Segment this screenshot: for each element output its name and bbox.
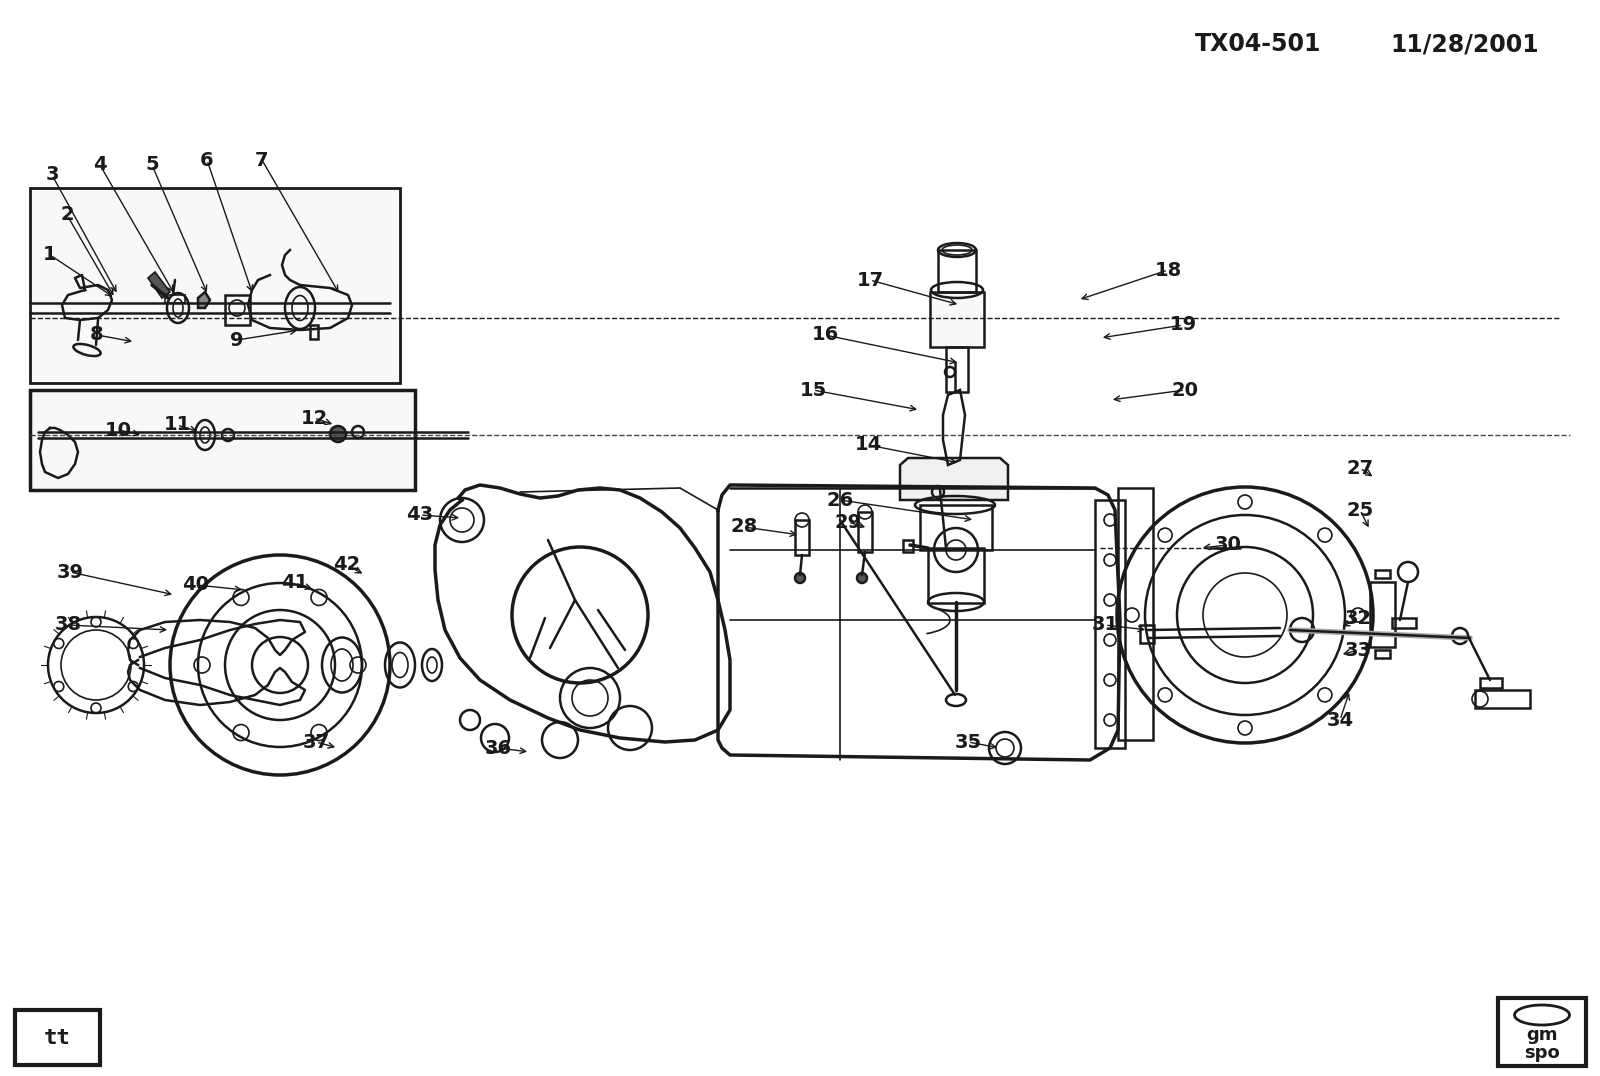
Text: 2: 2 (61, 206, 74, 225)
Text: 11: 11 (163, 415, 190, 435)
Bar (1392, 618, 1416, 628)
Bar (30, 188, 400, 383)
Text: 26: 26 (826, 491, 854, 510)
Bar (920, 505, 992, 550)
Text: 43: 43 (406, 506, 434, 524)
Bar (1498, 999, 1586, 1066)
Bar (1374, 570, 1390, 578)
Bar (30, 390, 414, 490)
Bar (1118, 489, 1154, 740)
Bar (165, 295, 186, 303)
Text: 3: 3 (45, 166, 59, 184)
Text: spo: spo (1525, 1044, 1560, 1062)
Text: 6: 6 (200, 151, 214, 170)
Text: 11/28/2001: 11/28/2001 (1390, 32, 1539, 56)
Text: 1: 1 (43, 245, 58, 265)
Bar (858, 512, 872, 552)
Text: 27: 27 (1347, 458, 1373, 478)
Circle shape (330, 426, 346, 442)
Text: 42: 42 (333, 555, 360, 575)
Text: 12: 12 (301, 409, 328, 427)
Text: TX04-501: TX04-501 (1195, 32, 1322, 56)
Circle shape (795, 574, 805, 583)
Text: 20: 20 (1171, 381, 1198, 399)
Text: 33: 33 (1344, 640, 1371, 660)
Text: 15: 15 (800, 381, 827, 399)
Text: 32: 32 (1344, 609, 1371, 627)
Text: 34: 34 (1326, 710, 1354, 730)
Bar (14, 1010, 99, 1065)
Bar (226, 295, 250, 325)
Circle shape (858, 574, 867, 583)
Text: 29: 29 (835, 512, 861, 532)
Text: 40: 40 (182, 576, 210, 595)
Polygon shape (198, 292, 210, 308)
Polygon shape (147, 272, 170, 298)
Bar (928, 548, 984, 603)
Bar (930, 292, 984, 346)
Text: tt: tt (43, 1028, 70, 1048)
Bar (1374, 650, 1390, 659)
Text: 30: 30 (1214, 536, 1242, 554)
Text: 14: 14 (854, 436, 882, 454)
Bar (1139, 625, 1154, 643)
Bar (1480, 678, 1502, 688)
Text: 18: 18 (1154, 260, 1182, 280)
Bar (1475, 690, 1530, 708)
Text: 9: 9 (230, 330, 243, 350)
Text: 16: 16 (811, 326, 838, 344)
Text: 4: 4 (93, 156, 107, 174)
Bar (795, 520, 810, 555)
Text: 35: 35 (955, 733, 981, 751)
Text: 28: 28 (730, 518, 758, 537)
Bar (1370, 582, 1395, 647)
Text: 41: 41 (282, 574, 309, 593)
Text: 25: 25 (1346, 500, 1374, 520)
Text: 10: 10 (104, 421, 131, 439)
Text: 19: 19 (1170, 315, 1197, 335)
Text: 38: 38 (54, 615, 82, 635)
Text: gm: gm (1526, 1027, 1558, 1044)
Text: 39: 39 (56, 563, 83, 581)
Bar (1094, 500, 1125, 748)
Bar (946, 346, 968, 392)
Text: 31: 31 (1091, 615, 1118, 635)
Text: 7: 7 (256, 151, 269, 170)
Bar (938, 250, 976, 292)
Polygon shape (899, 458, 1008, 500)
Text: 17: 17 (856, 270, 883, 289)
Bar (902, 540, 914, 552)
Bar (310, 325, 318, 339)
Text: 8: 8 (90, 326, 104, 344)
Text: 36: 36 (485, 738, 512, 758)
Text: 5: 5 (146, 156, 158, 174)
Text: 37: 37 (302, 733, 330, 751)
